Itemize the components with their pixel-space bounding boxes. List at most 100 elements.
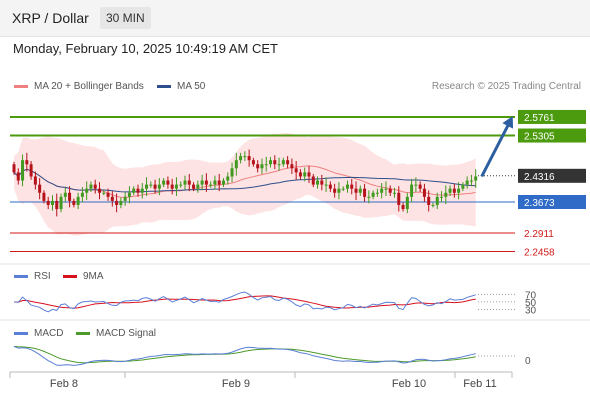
legend-macd-signal-label: MACD Signal	[96, 328, 157, 339]
candle-body	[12, 164, 16, 173]
legend-ma50-label: MA 50	[177, 81, 206, 92]
candle-body	[294, 168, 298, 173]
legend-macd: MACD	[14, 328, 63, 339]
copyright: Research © 2025 Trading Central	[431, 81, 581, 92]
candle	[187, 174, 191, 192]
candle	[127, 186, 131, 204]
candle-body	[123, 196, 127, 201]
candle	[461, 182, 465, 192]
candle	[183, 175, 187, 190]
target-arrow	[480, 120, 512, 178]
legend-ma20-label: MA 20 + Bollinger Bands	[34, 81, 144, 92]
candle-body	[457, 188, 461, 193]
candle	[136, 184, 140, 197]
candle	[42, 190, 46, 204]
candle	[401, 202, 405, 212]
candle	[388, 185, 392, 197]
candle-body	[260, 164, 264, 169]
legend-rsi-label: RSI	[34, 271, 51, 282]
candle	[247, 149, 251, 167]
candle	[333, 183, 337, 198]
candle	[452, 183, 456, 198]
candle	[149, 181, 153, 188]
candle	[367, 190, 371, 204]
candle-body	[388, 188, 392, 193]
candle-body	[431, 204, 435, 206]
candle-body	[337, 188, 341, 193]
candle-body	[21, 160, 25, 181]
candle	[422, 183, 426, 202]
candle	[204, 173, 208, 192]
candle-body	[273, 160, 277, 165]
candle-body	[303, 172, 307, 177]
candle	[140, 182, 144, 199]
candle	[123, 191, 127, 206]
candle-body	[264, 164, 268, 166]
chart-title: XRP / Dollar	[12, 10, 89, 26]
candle	[239, 152, 243, 164]
candle-body	[153, 184, 157, 189]
candle-body	[320, 180, 324, 185]
candle	[448, 185, 452, 197]
candle-body	[102, 192, 106, 194]
candle	[277, 157, 281, 171]
candle	[269, 156, 273, 168]
candle-body	[290, 164, 294, 169]
level-label-bg	[518, 109, 586, 124]
candle	[345, 180, 349, 193]
candle-body	[76, 196, 80, 205]
candle-body	[401, 204, 405, 210]
candle	[281, 157, 285, 167]
level-label-bg	[518, 168, 586, 183]
candle	[221, 178, 225, 188]
rsi-ma-line	[13, 295, 476, 309]
candle-body	[444, 192, 448, 197]
candle	[392, 187, 396, 198]
candle	[38, 178, 42, 200]
candle-body	[213, 180, 217, 185]
candle	[213, 175, 217, 190]
chart-header: XRP / Dollar 30 MIN	[0, 0, 590, 37]
candle	[474, 169, 478, 188]
candle	[234, 152, 238, 176]
candle	[209, 181, 213, 188]
candle	[106, 188, 110, 201]
candle	[170, 178, 174, 195]
candle	[440, 191, 444, 203]
macd-level-label: 0	[525, 356, 531, 367]
level-label: 2.5305	[524, 132, 555, 143]
candle	[427, 190, 431, 212]
candle-body	[239, 156, 243, 161]
candle-body	[149, 184, 153, 186]
candle	[264, 156, 268, 172]
candle-body	[68, 192, 72, 201]
candle	[226, 172, 230, 185]
candle	[414, 177, 418, 192]
candle	[192, 182, 196, 192]
candle-body	[80, 192, 84, 197]
candle	[328, 181, 332, 192]
candle	[324, 177, 328, 192]
candle-body	[474, 176, 478, 181]
timestamp: Monday, February 10, 2025 10:49:19 AM CE…	[13, 41, 278, 56]
candle-body	[448, 188, 452, 193]
legend-ma50: MA 50	[157, 81, 205, 92]
candle	[16, 168, 20, 185]
candle	[256, 160, 260, 173]
interval-badge[interactable]: 30 MIN	[100, 7, 151, 29]
candle	[174, 177, 178, 197]
candle	[59, 193, 63, 213]
candle	[290, 158, 294, 175]
x-tick-label: Feb 9	[222, 378, 250, 390]
candle-body	[371, 192, 375, 197]
candle-body	[119, 200, 123, 205]
candle-body	[25, 160, 29, 165]
candle	[33, 171, 37, 190]
candle-body	[29, 164, 33, 177]
candle-body	[243, 156, 247, 158]
candle	[371, 190, 375, 200]
candle-body	[350, 184, 354, 189]
candle-body	[157, 184, 161, 189]
candle	[85, 181, 89, 201]
candle	[68, 186, 72, 208]
